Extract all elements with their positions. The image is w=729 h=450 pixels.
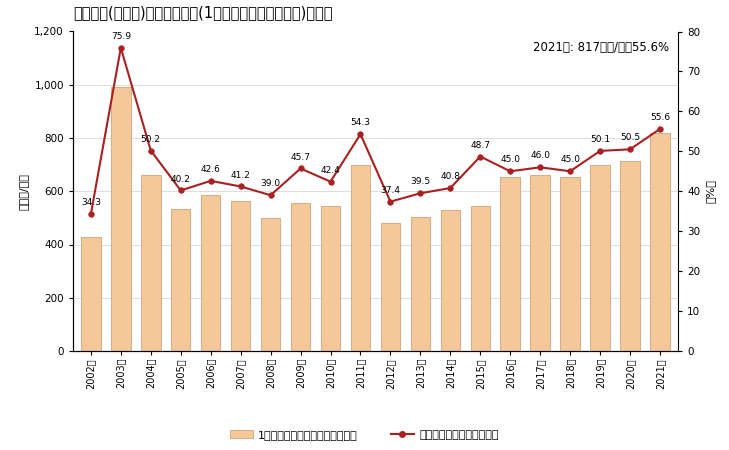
Text: 39.5: 39.5 (410, 177, 430, 186)
Text: 50.1: 50.1 (590, 135, 610, 144)
Text: 34.3: 34.3 (81, 198, 101, 207)
Bar (141, 175, 160, 351)
Bar (650, 134, 670, 351)
Text: 37.4: 37.4 (381, 186, 400, 195)
Bar (231, 201, 250, 351)
Text: 40.2: 40.2 (171, 175, 191, 184)
Y-axis label: ［万円/人］: ［万円/人］ (19, 173, 28, 210)
Text: 50.5: 50.5 (620, 133, 640, 142)
Text: 75.9: 75.9 (111, 32, 131, 41)
Bar (410, 216, 430, 351)
Text: 48.7: 48.7 (470, 140, 491, 149)
Bar (261, 218, 281, 351)
Bar (531, 175, 550, 351)
Bar (620, 161, 640, 351)
Bar (81, 237, 101, 351)
Bar (291, 203, 311, 351)
Text: 45.0: 45.0 (500, 155, 521, 164)
Text: 40.8: 40.8 (440, 172, 460, 181)
Bar (440, 210, 460, 351)
Text: 42.4: 42.4 (321, 166, 340, 175)
Text: 50.2: 50.2 (141, 135, 161, 144)
Bar (381, 223, 400, 351)
Text: うるま市(沖縄県)の労働生産性(1人当たり粗付加価値額)の推移: うるま市(沖縄県)の労働生産性(1人当たり粗付加価値額)の推移 (73, 5, 332, 21)
Text: 54.3: 54.3 (351, 118, 370, 127)
Bar (201, 195, 220, 351)
Text: 41.2: 41.2 (230, 171, 251, 180)
Bar (561, 176, 580, 351)
Bar (111, 87, 130, 351)
Text: 45.7: 45.7 (291, 153, 311, 162)
Bar (501, 176, 520, 351)
Text: 42.6: 42.6 (200, 165, 221, 174)
Bar (590, 165, 610, 351)
Bar (351, 165, 370, 351)
Y-axis label: ［%］: ［%］ (706, 179, 716, 203)
Legend: 1人当たり粗付加価値額（左軸）, 対全国比（右軸）（右軸）: 1人当たり粗付加価値額（左軸）, 対全国比（右軸）（右軸） (226, 426, 503, 445)
Bar (470, 206, 490, 351)
Text: 55.6: 55.6 (650, 113, 670, 122)
Bar (171, 208, 190, 351)
Bar (321, 206, 340, 351)
Text: 46.0: 46.0 (530, 151, 550, 160)
Text: 2021年: 817万円/人，55.6%: 2021年: 817万円/人，55.6% (533, 41, 669, 54)
Text: 39.0: 39.0 (260, 179, 281, 188)
Text: 45.0: 45.0 (560, 155, 580, 164)
